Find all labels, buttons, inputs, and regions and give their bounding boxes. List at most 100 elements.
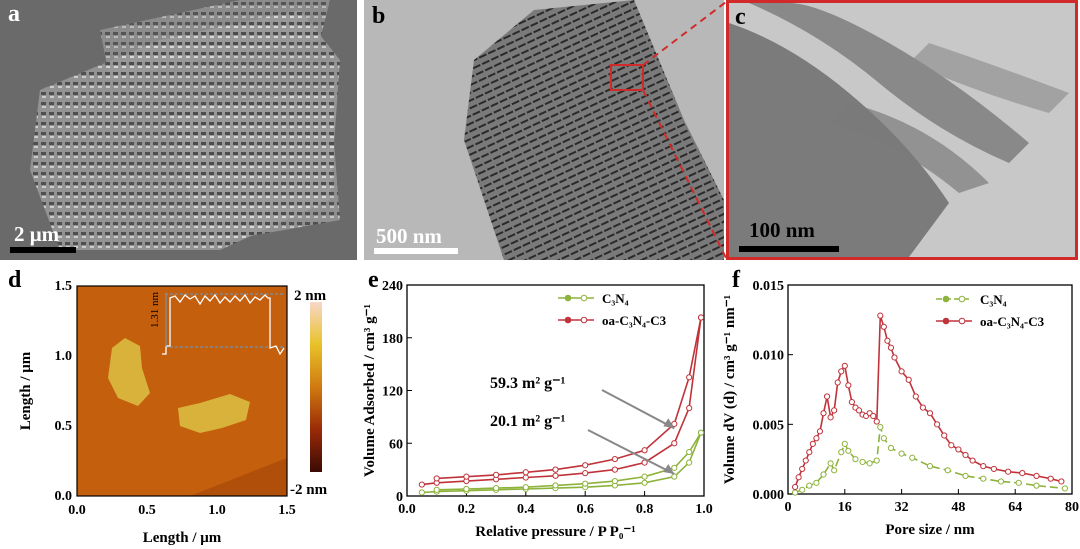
- series-oa-c3n4-c3-point: [980, 463, 987, 470]
- series-c3n4-desorption-point: [433, 486, 440, 493]
- series-oa-c3n4-c3-point: [919, 404, 926, 411]
- svg-text:1.0: 1.0: [55, 349, 73, 364]
- legend-marker: [958, 317, 966, 325]
- svg-text:1.5: 1.5: [278, 503, 296, 518]
- hrtem-texture: [729, 3, 1075, 257]
- x-axis-label: Relative pressure / P P₀⁻¹: [475, 524, 636, 540]
- annotation-arrowhead: [663, 464, 675, 475]
- series-c3n4-point: [813, 479, 820, 486]
- y-axis-label: Volume Adsorbed / cm³ g⁻¹: [362, 304, 378, 477]
- series-c3n4-adsorption-point: [671, 473, 678, 480]
- series-oa-c3n4-c3-point: [820, 410, 827, 417]
- series-oa-c3n4-c3-point: [809, 440, 816, 447]
- series-oa-c3n4-c3-point: [962, 451, 969, 459]
- series-oa-c3n4-c3-point: [831, 407, 838, 414]
- x-tick-label: 32: [895, 500, 909, 515]
- height-profile: [162, 293, 285, 356]
- series-c3n4-adsorption-point: [686, 459, 693, 466]
- series-c3n4-desorption-point: [686, 448, 693, 456]
- y-axis-label: Volume dV (d) / cm³ g⁻¹ nm⁻¹: [722, 295, 738, 484]
- series-c3n4-desorption-point: [493, 484, 500, 492]
- svg-text:1.5: 1.5: [55, 279, 73, 294]
- afm-plot: 1.31 nm 2 nm -2 nm 0.0 0.5 1.0 1.5 0.0 0…: [18, 279, 328, 546]
- series-oa-c3n4-c3-adsorption-point: [522, 474, 529, 481]
- series-oa-c3n4-c3-desorption-point: [433, 475, 440, 482]
- series-oa-c3n4-c3-point: [884, 337, 891, 344]
- series-c3n4-desorption-point: [671, 464, 678, 471]
- legend-label: C₃N₄: [980, 292, 1007, 307]
- x-tick-label: 64: [1008, 500, 1022, 515]
- series-c3n4-point: [909, 454, 916, 461]
- series-c3n4-desorption-point: [641, 473, 648, 480]
- series-oa-c3n4-c3-desorption-point: [671, 420, 678, 428]
- series-oa-c3n4-c3-point: [891, 354, 898, 361]
- series-c3n4-point: [845, 447, 852, 454]
- panel-label: a: [8, 1, 20, 27]
- series-oa-c3n4-c3-adsorption-point: [552, 472, 559, 479]
- series-oa-c3n4-c3-point: [1019, 470, 1026, 477]
- y-tick-label: 180: [382, 332, 403, 347]
- series-oa-c3n4-c3-point: [1058, 478, 1065, 485]
- series-c3n4-point: [880, 435, 887, 442]
- legend-label: oa-C₃N₄-C3: [980, 314, 1045, 329]
- series-c3n4-point: [877, 424, 884, 431]
- inset-height-label: 1.31 nm: [149, 292, 161, 329]
- colorbar-top-label: 2 nm: [294, 288, 327, 304]
- series-c3n4-point: [859, 458, 866, 466]
- series-oa-c3n4-c3-point: [934, 421, 941, 428]
- series-c3n4-point: [852, 456, 859, 463]
- series-c3n4-point: [944, 467, 951, 474]
- series-oa-c3n4-c3-adsorption-point: [686, 404, 693, 412]
- series-c3n4-point: [799, 486, 806, 493]
- scale-bar: [374, 248, 458, 254]
- y-tick-label: 0: [396, 490, 403, 505]
- legend-marker: [564, 316, 572, 324]
- series-c3n4-point: [866, 460, 873, 467]
- series-oa-c3n4-c3-point: [848, 398, 855, 406]
- series-oa-c3n4-c3-desorption-point: [686, 374, 693, 381]
- scale-bar: [739, 246, 839, 252]
- legend-marker: [580, 316, 588, 324]
- pore-size-chart: 0 16 32 48 64 80 0.000 0.005 0.010 0.015 Pore size…: [722, 279, 1079, 538]
- y-tick-label: 0.015: [753, 279, 785, 294]
- x-tick-label: 0: [785, 500, 792, 515]
- panel-label: f: [732, 268, 740, 293]
- series-c3n4-point: [887, 444, 895, 452]
- scale-bar-label: 500 nm: [376, 224, 442, 248]
- series-c3n4-desorption-point: [552, 482, 559, 489]
- legend-marker: [580, 294, 588, 302]
- series-c3n4-adsorption-line: [421, 432, 702, 494]
- series-oa-c3n4-c3-point: [806, 449, 813, 456]
- series-oa-c3n4-c3-desorption-line: [436, 317, 702, 480]
- panel-label: d: [8, 268, 22, 293]
- series-oa-c3n4-c3-point: [990, 465, 997, 473]
- legend-marker: [958, 295, 966, 303]
- series-c3n4-point: [962, 472, 969, 479]
- series-c3n4-point: [792, 489, 799, 496]
- series-oa-c3n4-c3-desorption-point: [582, 462, 589, 469]
- series-c3n4-point: [838, 449, 845, 456]
- series-oa-c3n4-c3-adsorption-point: [611, 466, 618, 473]
- y-tick-label: 120: [382, 385, 403, 400]
- svg-text:0.0: 0.0: [55, 489, 73, 504]
- y-axis-label: Length / μm: [18, 351, 34, 430]
- x-tick-label: 0.2: [458, 502, 476, 517]
- series-oa-c3n4-c3-point: [823, 393, 831, 400]
- series-oa-c3n4-c3-point: [1033, 472, 1040, 479]
- legend-label: oa-C₃N₄-C3: [602, 313, 667, 328]
- scale-bar: [10, 247, 76, 253]
- series-c3n4-desorption-point: [463, 485, 470, 493]
- series-oa-c3n4-c3-desorption-point: [611, 455, 618, 463]
- series-c3n4-point: [806, 482, 813, 489]
- series-c3n4-point: [827, 460, 834, 467]
- panel-c-zoom-image: c 100 nm: [726, 0, 1078, 260]
- series-oa-c3n4-c3-adsorption-line: [421, 317, 702, 486]
- series-c3n4-desorption-point: [697, 429, 705, 436]
- series-oa-c3n4-c3-desorption-point: [522, 469, 529, 476]
- x-tick-label: 16: [838, 500, 852, 515]
- legend-marker: [564, 294, 572, 302]
- sem-texture: [0, 0, 357, 260]
- series-oa-c3n4-c3-point: [841, 362, 848, 369]
- series-oa-c3n4-c3-point: [813, 435, 820, 442]
- x-tick-label: 48: [951, 500, 965, 515]
